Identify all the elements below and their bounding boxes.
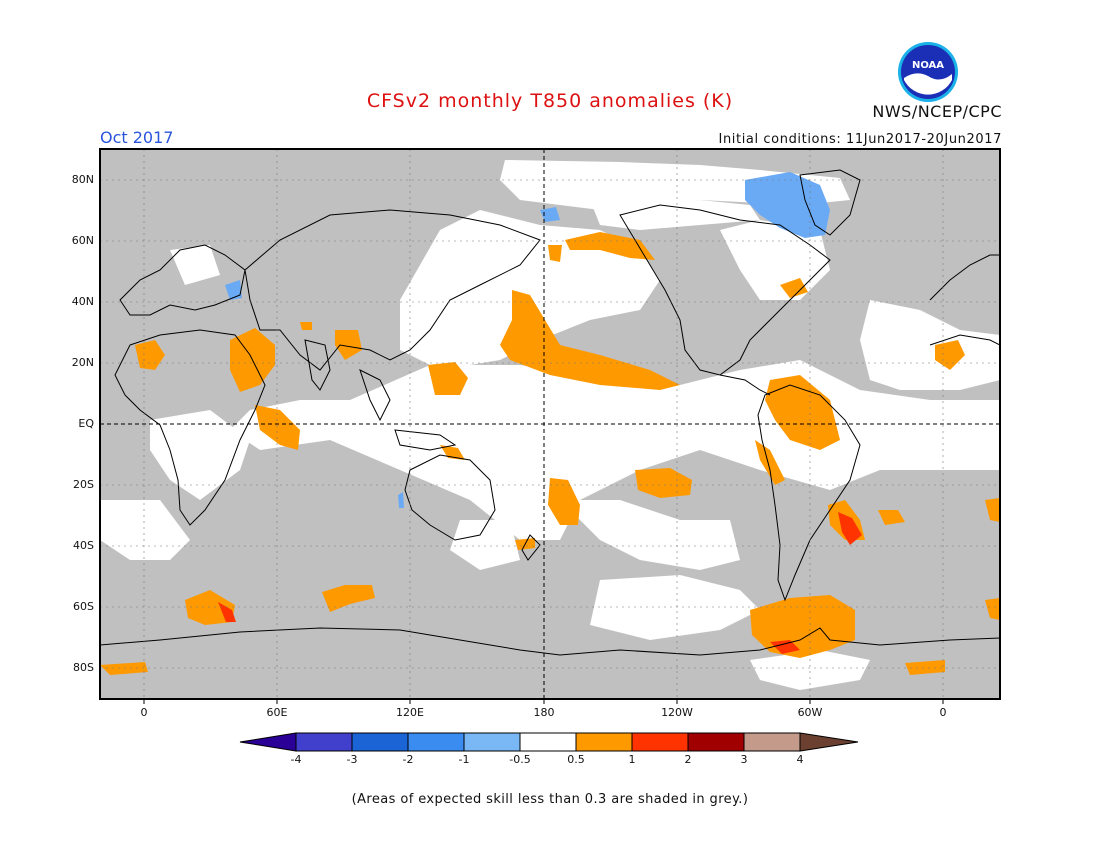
map-title: CFSv2 monthly T850 anomalies (K) [366, 90, 734, 112]
strong-warm-regions [218, 512, 862, 654]
colorbar-label: 0.5 [567, 753, 585, 766]
skill-footnote: (Areas of expected skill less than 0.3 a… [351, 792, 749, 807]
cool-anomaly-regions [225, 172, 830, 508]
lon-label-0: 0 [140, 706, 148, 719]
colorbar-bin [743, 732, 801, 752]
lat-label-eq: EQ [78, 417, 94, 430]
lat-label-40n: 40N [71, 295, 94, 308]
forecast-month: Oct 2017 [100, 128, 174, 147]
lat-label-80s: 80S [73, 661, 94, 674]
lon-label-0-right: 0 [939, 706, 947, 719]
colorbar-bin [687, 732, 745, 752]
colorbar-bin [351, 732, 409, 752]
colorbar-bin [519, 732, 577, 752]
coastlines [100, 169, 1000, 656]
colorbar-label: 4 [796, 753, 804, 766]
colorbar-label: -1 [458, 753, 470, 766]
lon-label-60e: 60E [266, 706, 288, 719]
lon-label-180: 180 [533, 706, 555, 719]
colorbar-label: -2 [402, 753, 414, 766]
lat-label-20n: 20N [71, 356, 94, 369]
lat-label-60n: 60N [71, 234, 94, 247]
colorbar-label: -0.5 [509, 753, 531, 766]
lat-label-80n: 80N [71, 173, 94, 186]
colorbar [239, 732, 859, 752]
colorbar-bin [407, 732, 465, 752]
colorbar-bin [631, 732, 689, 752]
colorbar-arrow-right [799, 732, 859, 752]
colorbar-label: 1 [628, 753, 636, 766]
noaa-logo-text: NOAA [912, 60, 944, 71]
colorbar-arrow-left [239, 732, 297, 752]
lon-label-120e: 120E [396, 706, 424, 719]
organization-label: NWS/NCEP/CPC [872, 102, 1002, 121]
colorbar-bin [295, 732, 353, 752]
lat-label-20s: 20S [73, 478, 94, 491]
colorbar-bin [575, 732, 633, 752]
map-frame [99, 148, 1001, 700]
colorbar-label: -3 [346, 753, 358, 766]
colorbar-label: 2 [684, 753, 692, 766]
lat-label-40s: 40S [73, 539, 94, 552]
colorbar-label: 3 [740, 753, 748, 766]
colorbar-label: -4 [290, 753, 302, 766]
lon-label-60w: 60W [797, 706, 823, 719]
grid-lines [100, 149, 1000, 699]
lon-label-120w: 120W [661, 706, 693, 719]
axis-ticks [143, 699, 944, 704]
lat-label-60s: 60S [73, 600, 94, 613]
colorbar-bin [463, 732, 521, 752]
initial-conditions: Initial conditions: 11Jun2017-20Jun2017 [718, 132, 1002, 147]
noaa-logo: NOAA [898, 42, 958, 102]
